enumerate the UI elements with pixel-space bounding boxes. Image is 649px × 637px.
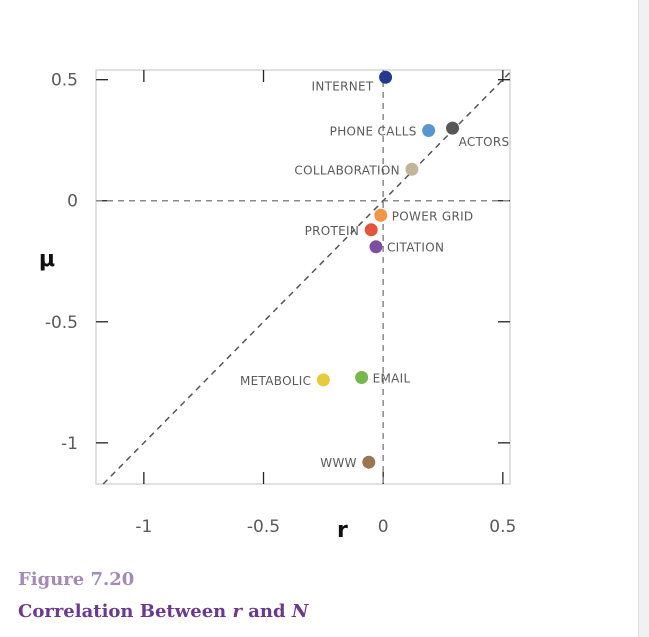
y-tick-label: 0 — [67, 192, 78, 212]
data-point-label: CITATION — [387, 241, 444, 255]
y-tick-label: 0.5 — [51, 71, 78, 91]
data-point-label: COLLABORATION — [294, 163, 399, 177]
data-point-label: POWER GRID — [392, 209, 474, 223]
data-point — [379, 70, 393, 84]
scatter-chart: -1 -0.5 0 0.5 0.5 0 -0.5 -1 r μ INTERNET PHONE CALL… — [39, 69, 516, 543]
data-point — [422, 124, 436, 138]
figure-title-prefix: Correlation Between — [18, 601, 233, 622]
data-point — [364, 223, 378, 237]
x-axis-label: r — [337, 518, 348, 543]
figure-title: Correlation Between r and N — [18, 601, 308, 622]
plot-frame — [95, 69, 511, 485]
data-point-label: PHONE CALLS — [330, 125, 417, 139]
data-point — [446, 121, 460, 135]
data-point-label: INTERNET — [311, 79, 373, 93]
data-point — [362, 455, 376, 469]
data-point-label: PROTEIN — [305, 224, 360, 238]
x-tick-label: -1 — [135, 517, 152, 537]
data-point — [405, 162, 419, 176]
y-tick-label: -0.5 — [45, 313, 78, 333]
x-tick-label: -0.5 — [247, 517, 280, 537]
y-axis-label: μ — [39, 247, 55, 272]
figure-title-n: N — [291, 601, 309, 622]
x-tick-label: 0 — [378, 517, 389, 537]
x-tick-label: 0.5 — [489, 517, 516, 537]
figure-title-and: and — [241, 601, 292, 622]
page-edge — [638, 0, 649, 637]
data-point-label: METABOLIC — [240, 374, 311, 388]
figure-title-r: r — [232, 601, 242, 622]
data-point-label: EMAIL — [373, 371, 411, 385]
figure-number: Figure 7.20 — [18, 569, 135, 590]
data-point — [355, 370, 369, 384]
reference-line-diagonal — [102, 71, 511, 485]
data-point-label: ACTORS — [459, 135, 510, 149]
data-point — [369, 240, 383, 254]
data-point — [316, 373, 330, 387]
y-tick-label: -1 — [61, 434, 78, 454]
data-point-label: WWW — [320, 456, 357, 470]
data-point — [374, 208, 388, 222]
